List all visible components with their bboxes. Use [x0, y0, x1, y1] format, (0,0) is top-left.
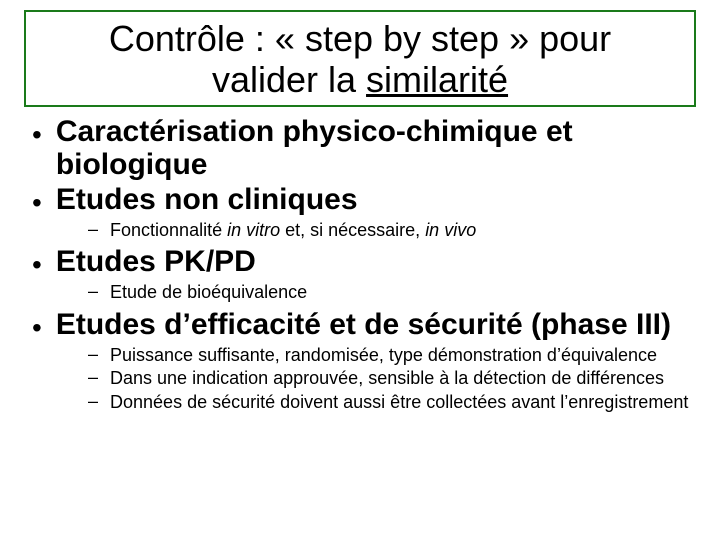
sub-list: –Puissance suffisante, randomisée, type …: [32, 344, 696, 414]
sub-text: Fonctionnalité in vitro et, si nécessair…: [110, 219, 476, 242]
text-fragment: et, si nécessaire,: [280, 220, 425, 240]
bullet-text: Etudes d’efficacité et de sécurité (phas…: [56, 308, 671, 341]
sub-list-item: –Données de sécurité doivent aussi être …: [88, 391, 696, 414]
text-fragment: Fonctionnalité: [110, 220, 227, 240]
bullet-row: • Caractérisation physico-chimique et bio…: [32, 115, 696, 181]
sub-list: –Etude de bioéquivalence: [32, 281, 696, 304]
dash-icon: –: [88, 281, 98, 303]
sub-list-item: –Dans une indication approuvée, sensible…: [88, 367, 696, 390]
dash-icon: –: [88, 367, 98, 389]
slide-title: Contrôle : « step by step » pour valider…: [36, 18, 684, 101]
bullet-dot-icon: •: [32, 189, 42, 217]
title-line2-underlined: similarité: [366, 59, 508, 100]
slide: Contrôle : « step by step » pour valider…: [0, 0, 720, 540]
sub-list-item: –Puissance suffisante, randomisée, type …: [88, 344, 696, 367]
bullet-row: • Etudes non cliniques: [32, 183, 696, 217]
sub-list-item: –Fonctionnalité in vitro et, si nécessai…: [88, 219, 696, 242]
sub-text: Puissance suffisante, randomisée, type d…: [110, 344, 657, 367]
bullet-text: Etudes non cliniques: [56, 183, 358, 216]
sub-text: Etude de bioéquivalence: [110, 281, 307, 304]
list-item: • Etudes non cliniques –Fonctionnalité in …: [32, 183, 696, 242]
bullet-dot-icon: •: [32, 121, 42, 149]
bullet-text: Etudes PK/PD: [56, 245, 256, 278]
dash-icon: –: [88, 344, 98, 366]
text-fragment: Etude de bioéquivalence: [110, 282, 307, 302]
bullet-dot-icon: •: [32, 251, 42, 279]
list-item: • Etudes d’efficacité et de sécurité (pha…: [32, 308, 696, 414]
dash-icon: –: [88, 219, 98, 241]
sub-text: Dans une indication approuvée, sensible …: [110, 367, 664, 390]
text-fragment: in vivo: [425, 220, 476, 240]
sub-text: Données de sécurité doivent aussi être c…: [110, 391, 688, 414]
bullet-text: Caractérisation physico-chimique et biol…: [56, 115, 696, 181]
title-box: Contrôle : « step by step » pour valider…: [24, 10, 696, 107]
bullet-list: • Caractérisation physico-chimique et bio…: [24, 115, 696, 414]
text-fragment: Données de sécurité doivent aussi être c…: [110, 392, 688, 412]
bullet-row: • Etudes d’efficacité et de sécurité (pha…: [32, 308, 696, 342]
sub-list: –Fonctionnalité in vitro et, si nécessai…: [32, 219, 696, 242]
list-item: • Etudes PK/PD –Etude de bioéquivalence: [32, 245, 696, 304]
text-fragment: in vitro: [227, 220, 280, 240]
bullet-row: • Etudes PK/PD: [32, 245, 696, 279]
dash-icon: –: [88, 391, 98, 413]
bullet-dot-icon: •: [32, 314, 42, 342]
text-fragment: Puissance suffisante, randomisée, type d…: [110, 345, 657, 365]
sub-list-item: –Etude de bioéquivalence: [88, 281, 696, 304]
title-line1: Contrôle : « step by step » pour: [109, 18, 611, 59]
list-item: • Caractérisation physico-chimique et bio…: [32, 115, 696, 181]
text-fragment: Dans une indication approuvée, sensible …: [110, 368, 664, 388]
title-line2-pre: valider la: [212, 59, 366, 100]
